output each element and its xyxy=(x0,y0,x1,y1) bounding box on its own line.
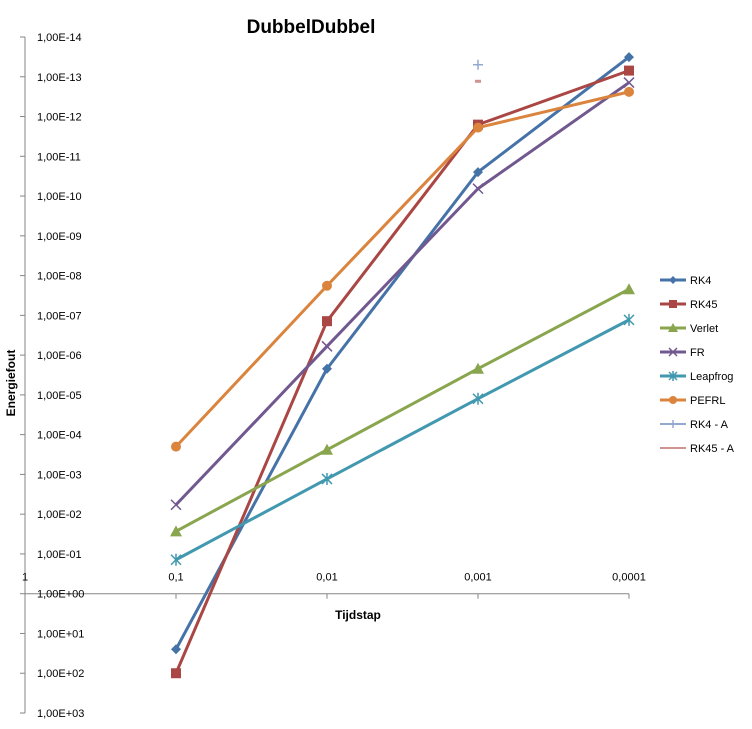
legend-label: Verlet xyxy=(690,323,718,335)
legend-item: RK45 xyxy=(660,299,718,311)
data-point-marker xyxy=(171,644,181,655)
legend-item: PEFRL xyxy=(660,395,725,407)
data-point-marker xyxy=(472,362,484,374)
y-tick-label: 1,00E+03 xyxy=(37,708,84,720)
legend-item: Leapfrog xyxy=(660,371,733,383)
series-rk4-a xyxy=(473,59,483,70)
y-tick-label: 1,00E-12 xyxy=(37,112,82,124)
y-tick-label: 1,00E-05 xyxy=(37,390,82,402)
data-point-marker xyxy=(623,283,635,295)
y-tick-label: 1,00E+02 xyxy=(37,668,84,680)
legend-label: FR xyxy=(690,347,705,359)
data-point-marker xyxy=(669,300,677,308)
x-tick-label: 1 xyxy=(22,572,28,584)
data-point-marker xyxy=(321,472,333,485)
data-point-marker xyxy=(668,371,678,381)
data-point-marker xyxy=(170,553,182,566)
y-tick-label: 1,00E-11 xyxy=(37,151,81,163)
y-tick-label: 1,00E-04 xyxy=(37,430,82,442)
data-point-marker xyxy=(321,443,333,455)
y-tick-label: 1,00E-03 xyxy=(37,469,82,481)
data-point-marker xyxy=(669,420,677,428)
x-tick-label: 0,1 xyxy=(168,572,183,584)
series-rk45-a xyxy=(475,79,481,83)
data-point-marker xyxy=(170,525,182,537)
legend-label: RK4 - A xyxy=(690,419,729,431)
data-point-marker xyxy=(322,363,332,374)
x-axis-title: Tijdstap xyxy=(335,608,381,622)
series-line xyxy=(174,90,630,448)
y-tick-label: 1,00E-01 xyxy=(37,549,82,561)
data-point-marker xyxy=(475,79,481,83)
y-tick-label: 1,00E-09 xyxy=(37,231,82,243)
x-axis-tick-labels: 1 0,1 0,01 0,001 0,0001 xyxy=(22,572,646,584)
data-point-marker xyxy=(171,668,181,679)
y-tick-label: 1,00E+01 xyxy=(37,628,84,640)
data-point-marker xyxy=(322,280,332,291)
data-point-marker xyxy=(669,396,677,404)
legend-label: RK4 xyxy=(690,275,711,287)
series-layer xyxy=(170,52,635,679)
legend-label: RK45 xyxy=(690,299,718,311)
y-tick-label: 1,00E-08 xyxy=(37,271,82,283)
data-point-marker xyxy=(623,313,635,326)
data-point-marker xyxy=(668,347,678,357)
axes xyxy=(20,36,630,714)
data-point-marker xyxy=(472,392,484,405)
data-point-marker xyxy=(473,59,483,70)
legend-item: Verlet xyxy=(660,323,718,335)
chart-title: DubbelDubbel xyxy=(247,17,376,38)
y-tick-label: 1,00E-02 xyxy=(37,509,82,521)
y-tick-label: 1,00E-14 xyxy=(37,32,82,44)
y-tick-label: 1,00E+00 xyxy=(37,589,84,601)
series-leapfrog xyxy=(170,313,635,566)
legend-label: PEFRL xyxy=(690,395,725,407)
y-tick-label: 1,00E-06 xyxy=(37,350,82,362)
legend-label: Leapfrog xyxy=(690,371,733,383)
series-pefrl xyxy=(171,86,634,452)
data-point-marker xyxy=(472,183,484,195)
data-point-marker xyxy=(624,52,634,63)
data-point-marker xyxy=(473,122,483,133)
legend-item: RK4 xyxy=(660,275,711,287)
legend-label: RK45 - A xyxy=(690,443,735,455)
y-tick-label: 1,00E-10 xyxy=(37,191,82,203)
legend: RK4 RK45 Verlet FR Leapfrog PEFRL RK4 - A RK45 … xyxy=(660,275,735,455)
series-line xyxy=(174,55,630,651)
y-axis-title: Energiefout xyxy=(4,350,18,417)
x-tick-label: 0,0001 xyxy=(612,572,646,584)
x-tick-label: 0,001 xyxy=(464,572,492,584)
data-point-marker xyxy=(321,340,333,352)
series-rk4 xyxy=(171,52,634,655)
data-point-marker xyxy=(322,316,332,327)
data-point-marker xyxy=(171,441,181,452)
y-axis-tick-labels: 1,00E-14 1,00E-13 1,00E-12 1,00E-11 1,00E-10… xyxy=(37,32,84,720)
legend-item: RK45 - A xyxy=(660,443,735,455)
data-point-marker xyxy=(623,77,635,89)
series-line xyxy=(175,318,630,562)
data-point-marker xyxy=(170,499,182,511)
series-line xyxy=(175,287,630,533)
legend-item: RK4 - A xyxy=(660,419,729,431)
series-line xyxy=(174,81,630,506)
legend-item: FR xyxy=(660,347,705,359)
series-fr xyxy=(170,77,635,511)
data-point-marker xyxy=(473,167,483,178)
series-rk45 xyxy=(171,65,634,679)
data-point-marker xyxy=(624,65,634,76)
y-tick-label: 1,00E-13 xyxy=(37,72,82,84)
data-point-marker xyxy=(624,86,634,97)
series-verlet xyxy=(170,283,635,537)
y-tick-label: 1,00E-07 xyxy=(37,310,82,322)
data-point-marker xyxy=(669,276,677,284)
x-tick-label: 0,01 xyxy=(316,572,337,584)
series-line xyxy=(174,69,630,674)
data-point-marker xyxy=(668,323,678,332)
